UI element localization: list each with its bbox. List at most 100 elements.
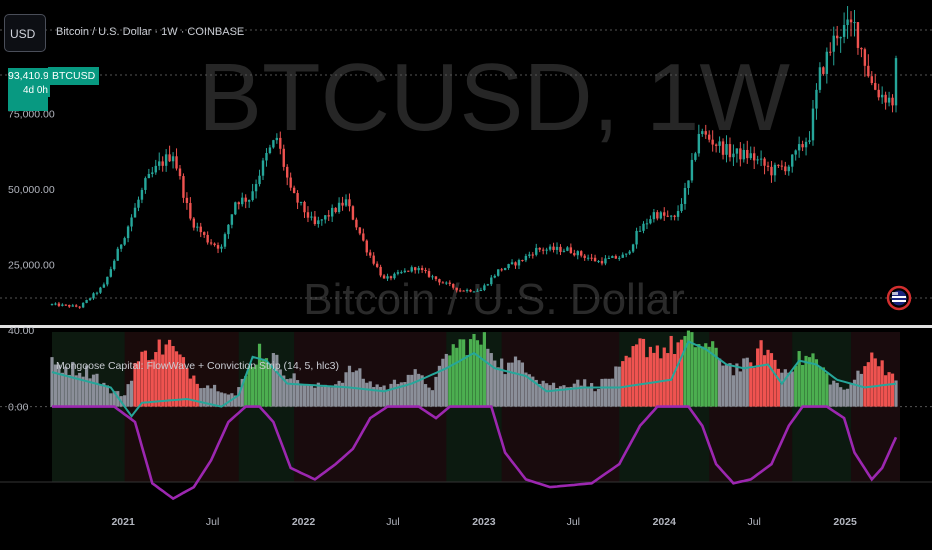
candle-body — [514, 262, 517, 266]
histogram-bar — [116, 391, 120, 407]
candle-body — [528, 254, 531, 256]
histogram-bar — [807, 357, 812, 407]
candle-body — [324, 215, 327, 220]
candle-body — [348, 199, 351, 207]
histogram-bar — [264, 358, 269, 407]
candle-body — [178, 168, 182, 177]
histogram-bar — [344, 372, 348, 407]
histogram-bar — [769, 353, 774, 407]
histogram-bar — [551, 382, 556, 407]
candle-body — [870, 76, 873, 84]
candle-body — [718, 141, 721, 146]
candle-body — [559, 246, 562, 252]
time-axis-label: Jul — [567, 516, 580, 528]
candle-body — [78, 306, 81, 308]
histogram-bar — [147, 360, 151, 407]
histogram-bar — [178, 354, 182, 407]
candle-body — [88, 298, 92, 300]
candle-body — [472, 291, 476, 293]
chart-header: USD Bitcoin / U.S. Dollar · 1W · COINBAS… — [0, 0, 932, 64]
histogram-bar — [482, 332, 486, 407]
histogram-bar — [181, 357, 186, 407]
candle-body — [299, 201, 303, 203]
candle-body — [113, 260, 116, 270]
candle-body — [54, 303, 57, 305]
histogram-bar — [603, 378, 608, 407]
candle-body — [192, 218, 196, 228]
histogram-bar — [212, 384, 217, 407]
candle-body — [417, 268, 420, 271]
histogram-bar — [683, 336, 687, 407]
candle-body — [524, 255, 528, 261]
candle-body — [884, 94, 887, 103]
histogram-bar — [313, 387, 317, 407]
candle-body — [458, 290, 462, 292]
histogram-bar — [316, 382, 320, 407]
candle-body — [794, 150, 797, 155]
candle-body — [95, 292, 99, 294]
histogram-bar — [662, 347, 666, 407]
candle-body — [811, 108, 815, 141]
candle-body — [81, 302, 85, 308]
candle-body — [106, 276, 109, 285]
histogram-bar — [64, 366, 68, 407]
candle-body — [673, 215, 676, 217]
candle-body — [797, 144, 801, 151]
candle-body — [739, 148, 742, 160]
candle-body — [680, 203, 683, 212]
candle-series — [50, 6, 898, 309]
histogram-bar — [517, 360, 521, 407]
histogram-bar — [628, 357, 632, 407]
time-axis-label: 2024 — [653, 516, 677, 528]
histogram-bar — [375, 384, 379, 407]
candle-body — [756, 159, 759, 161]
histogram-bar — [607, 378, 611, 407]
symbol-title[interactable]: Bitcoin / U.S. Dollar · 1W · COINBASE — [56, 26, 245, 38]
candle-body — [330, 207, 334, 217]
candle-body — [337, 202, 341, 212]
histogram-bar — [794, 365, 798, 407]
currency-button[interactable]: USD — [4, 14, 46, 52]
histogram-bar — [67, 374, 71, 407]
candle-body — [846, 19, 849, 26]
histogram-bar — [489, 353, 493, 407]
candle-body — [57, 303, 61, 306]
histogram-bar — [361, 378, 365, 407]
candle-body — [407, 270, 410, 272]
histogram-bar — [53, 364, 58, 407]
histogram-bar — [306, 384, 310, 407]
histogram-bar — [780, 372, 784, 407]
histogram-bar — [420, 375, 424, 407]
histogram-bar — [444, 353, 448, 407]
candle-body — [441, 282, 445, 284]
us-flag-icon[interactable] — [886, 272, 912, 320]
histogram-bar — [762, 355, 767, 407]
candle-body — [351, 206, 355, 220]
histogram-bar — [787, 372, 791, 407]
candle-body — [597, 261, 600, 263]
histogram-bar — [756, 348, 760, 407]
histogram-bar — [340, 382, 345, 407]
candle-body — [701, 131, 704, 134]
histogram-bar — [711, 341, 715, 407]
histogram-bar — [299, 384, 303, 407]
histogram-bar — [863, 366, 867, 407]
histogram-bar — [57, 364, 61, 407]
candle-body — [887, 97, 891, 103]
candle-body — [497, 269, 500, 276]
histogram-bar — [468, 339, 473, 407]
price-axis-label: 75,000.00 — [8, 109, 55, 121]
histogram-bar — [555, 388, 559, 407]
histogram-bar — [510, 362, 514, 407]
indicator-label[interactable]: Mongoose Capital: FlowWave + Conviction … — [56, 360, 339, 372]
candle-body — [424, 270, 427, 272]
histogram-bar — [506, 362, 511, 407]
candle-body — [75, 305, 78, 307]
histogram-bar — [192, 375, 196, 407]
histogram-bar — [538, 383, 542, 407]
histogram-bar — [742, 358, 746, 407]
candle-body — [818, 67, 822, 90]
candle-body — [400, 272, 403, 274]
histogram-bar — [634, 344, 639, 407]
